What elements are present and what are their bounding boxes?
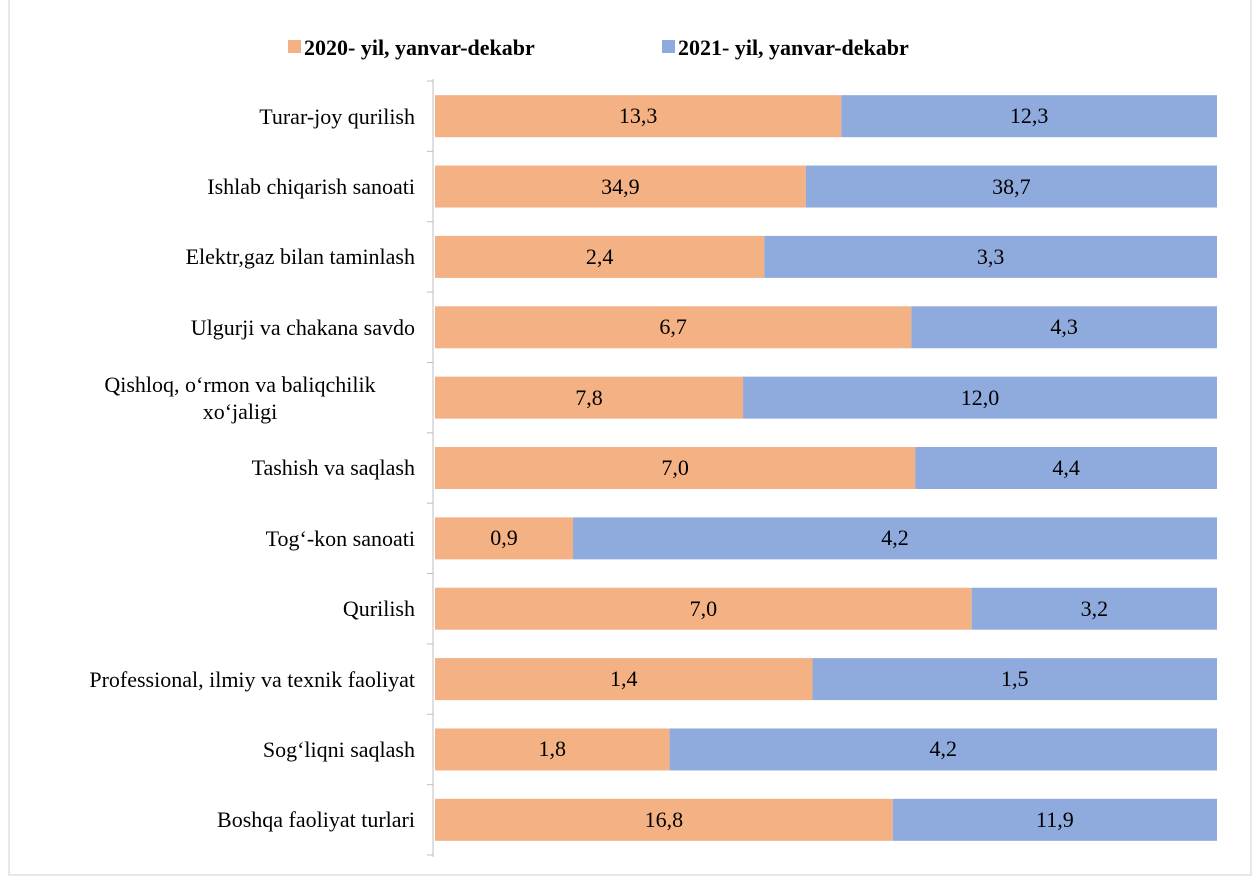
bar-segment [669, 728, 1217, 771]
value-label: 6,7 [659, 314, 687, 340]
bar-segment [915, 447, 1217, 489]
bar-segment [911, 306, 1217, 349]
value-label: 1,4 [610, 666, 638, 692]
value-label: 3,3 [976, 243, 1005, 269]
value-label: 0,9 [490, 525, 518, 551]
category-label: Qurilish [65, 574, 415, 644]
category-label: Ishlab chiqarish sanoati [65, 151, 415, 221]
bar-segment [841, 95, 1217, 138]
category-text: Elektr,gaz bilan taminlash [185, 244, 415, 270]
category-text: Ulgurji va chakana savdo [190, 314, 415, 340]
category-text: Turar-joy qurilish [259, 103, 415, 129]
bar-segment [892, 798, 1217, 841]
value-label: 2,4 [585, 243, 614, 269]
bar-segment [435, 587, 972, 630]
category-label: Qishloq, o‘rmon va baliqchilik xo‘jaligi [65, 362, 415, 432]
category-text: Boshqa faoliyat turlari [217, 807, 415, 833]
chart-border [8, 0, 1252, 876]
category-text: Tashish va saqlash [251, 455, 415, 481]
value-label: 4,3 [1050, 314, 1078, 340]
value-label: 16,8 [644, 806, 684, 832]
category-text: Sog‘liqni saqlash [262, 736, 415, 762]
category-label: Tog‘-kon sanoati [65, 503, 415, 573]
value-label: 34,9 [601, 173, 640, 199]
bar-segment [435, 517, 573, 560]
bar-segment [435, 165, 806, 208]
bar-segment [971, 587, 1217, 630]
category-label: Elektr,gaz bilan taminlash [65, 222, 415, 292]
category-label: Turar-joy qurilish [65, 81, 415, 151]
bar-segment [435, 235, 765, 278]
value-label: 7,0 [661, 455, 689, 480]
bar-segment [435, 658, 813, 701]
value-label: 7,8 [575, 384, 603, 410]
category-label: Boshqa faoliyat turlari [65, 785, 415, 855]
value-label: 38,7 [992, 173, 1031, 199]
bar-segment [812, 658, 1217, 701]
bar-segment [573, 517, 1217, 560]
category-label: Ulgurji va chakana savdo [65, 292, 415, 362]
bar-segment [435, 798, 893, 841]
category-text: Tog‘-kon sanoati [265, 525, 415, 551]
category-text: Qishloq, o‘rmon va baliqchilik xo‘jaligi [104, 371, 376, 424]
value-label: 4,2 [881, 525, 909, 551]
legend-swatch [662, 40, 675, 53]
value-label: 12,0 [960, 384, 1000, 410]
legend-label: 2021- yil, yanvar-dekabr [678, 35, 909, 60]
category-text: Ishlab chiqarish sanoati [207, 174, 415, 200]
legend-swatch [288, 40, 301, 53]
value-label: 13,3 [618, 103, 658, 129]
value-label: 4,2 [929, 736, 958, 762]
category-label: Professional, ilmiy va texnik faoliyat [65, 644, 415, 714]
value-label: 4,4 [1052, 455, 1080, 480]
bar-segment [435, 447, 916, 489]
category-label: Sog‘liqni saqlash [65, 714, 415, 784]
bar-segment [435, 728, 670, 771]
category-text: Qurilish [342, 596, 415, 622]
category-text: Professional, ilmiy va texnik faoliyat [89, 666, 415, 692]
value-label: 1,5 [1001, 666, 1029, 692]
value-label: 7,0 [689, 595, 718, 621]
value-label: 12,3 [1009, 103, 1049, 129]
bar-segment [805, 165, 1217, 208]
value-label: 11,9 [1036, 806, 1074, 832]
bar-segment [435, 306, 912, 349]
value-label: 1,8 [538, 736, 567, 762]
bar-segment [743, 376, 1217, 419]
category-label: Tashish va saqlash [65, 433, 415, 503]
bar-segment [764, 235, 1217, 278]
bar-segment [435, 95, 842, 138]
value-label: 3,2 [1080, 595, 1109, 621]
legend-label: 2020- yil, yanvar-dekabr [304, 35, 535, 60]
bar-segment [435, 376, 744, 419]
